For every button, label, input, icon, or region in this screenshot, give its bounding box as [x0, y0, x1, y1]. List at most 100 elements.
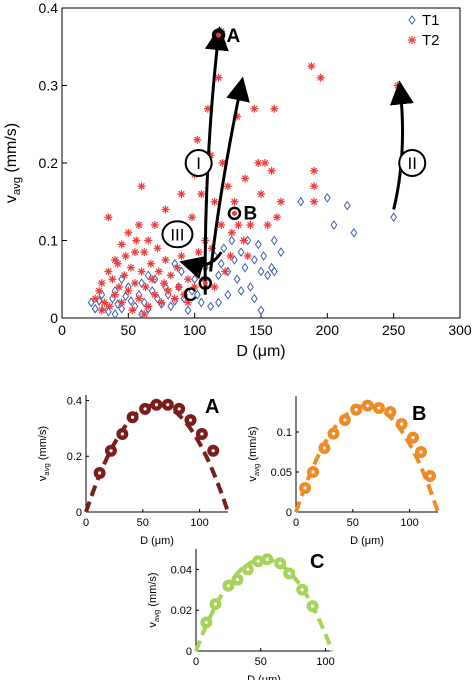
x-tick-label: 50 [347, 517, 359, 529]
x-axis-label: D (μm) [247, 674, 281, 680]
t1-point [277, 247, 285, 257]
t2-point [184, 298, 193, 307]
t2-point [97, 279, 106, 288]
t2-point [254, 159, 263, 167]
t1-point [105, 306, 112, 317]
t2-point [173, 263, 182, 272]
panel-b-plot: 0 50 100 0 0.05 0.1 D (μm) vavg (mm/s) B [247, 396, 440, 547]
x-tick-label: 100 [400, 517, 418, 529]
y-tick-label: 0.2 [39, 155, 59, 171]
y-axis-label: vavg (mm/s) [247, 426, 261, 481]
t1-point [118, 303, 126, 314]
panel-data-point-center [109, 449, 113, 453]
t1-point [188, 286, 196, 296]
x-tick-label: 50 [255, 656, 267, 668]
panel-label: A [205, 396, 219, 418]
t1-point [254, 239, 262, 250]
t2-point [137, 267, 146, 276]
panel-data-point-center [211, 449, 215, 453]
t2-point [206, 151, 215, 160]
y-tick-label: 0.3 [39, 77, 59, 93]
t1-point [140, 297, 148, 308]
panel-data-point-center [204, 620, 208, 625]
t2-point [144, 302, 153, 311]
trajectory-label-iii: III [170, 225, 184, 244]
t2-point [111, 290, 120, 299]
panel-data-point-center [311, 470, 315, 474]
panel-data-point-center [98, 471, 102, 475]
t1-point [350, 227, 358, 238]
legend-t1-label: T1 [422, 12, 440, 29]
t2-point [260, 159, 269, 167]
y-tick-label: 0.4 [67, 395, 82, 407]
t2-point [214, 73, 223, 82]
panel-data-point-center [428, 474, 432, 478]
t1-point [191, 274, 199, 285]
x-tick-label: 250 [382, 322, 406, 338]
t2-point [210, 197, 219, 206]
trajectory-label-ii-circle [398, 149, 427, 177]
t2-point [193, 135, 202, 144]
y-tick-label: 0.1 [39, 232, 59, 248]
t1-point [111, 309, 119, 319]
t1-point [98, 289, 106, 300]
t2-point [141, 283, 150, 291]
t2-point [218, 159, 227, 167]
t1-point [297, 196, 305, 207]
panel-data-point-center [143, 407, 147, 411]
t1-point [109, 293, 116, 304]
t2-point [117, 240, 126, 249]
point-b-label: B [243, 203, 257, 224]
t1-point [177, 266, 185, 277]
t2-point [100, 298, 109, 307]
x-tick-label: 100 [190, 517, 208, 529]
t2-point [177, 252, 186, 260]
panel-data-point-center [265, 557, 269, 561]
t2-point [310, 197, 319, 206]
t2-point [194, 248, 203, 257]
t1-point [231, 255, 238, 265]
panel-data-point-center [400, 422, 404, 426]
panel-data-point-center [177, 407, 181, 411]
panel-data-point-center [300, 588, 304, 592]
panel-data-point-center [154, 403, 159, 407]
t1-point [215, 270, 222, 281]
t1-point [330, 220, 338, 230]
t2-point [144, 236, 153, 245]
t1-point [215, 297, 222, 308]
legend-t1-marker [408, 15, 416, 25]
t1-point [237, 247, 245, 257]
t2-point [111, 255, 120, 264]
t2-point [197, 190, 206, 198]
fit-curve [84, 402, 230, 513]
t1-point [220, 243, 228, 254]
t2-point [134, 294, 143, 303]
t1-point [241, 262, 249, 273]
panel-data-point-center [377, 406, 381, 410]
t2-point [105, 302, 114, 311]
x-axis-label: D (μm) [236, 343, 285, 360]
t2-point [217, 221, 226, 229]
t2-point [117, 298, 126, 307]
panel-data-point-center [354, 408, 358, 412]
x-axis-label: D (μm) [140, 535, 174, 547]
t2-point [157, 298, 166, 307]
t2-point [128, 306, 137, 315]
t1-point [343, 200, 351, 211]
t2-point [203, 104, 212, 113]
t2-point [246, 221, 255, 229]
legend-t2-marker [408, 36, 416, 44]
y-axis-label: vavg (mm/s) [37, 426, 51, 481]
panel-data-point-center [166, 403, 170, 407]
t1-point [228, 235, 236, 246]
y-tick-label: 0 [50, 310, 58, 326]
panel-data-point-center [130, 415, 135, 419]
t2-point [115, 283, 124, 291]
t2-point [241, 174, 250, 183]
t2-point [137, 182, 146, 191]
t2-point [108, 275, 117, 284]
t1-point [91, 303, 99, 314]
t1-point [233, 274, 241, 285]
x-tick-label: 50 [121, 322, 137, 338]
panel-data-point-center [246, 567, 250, 572]
